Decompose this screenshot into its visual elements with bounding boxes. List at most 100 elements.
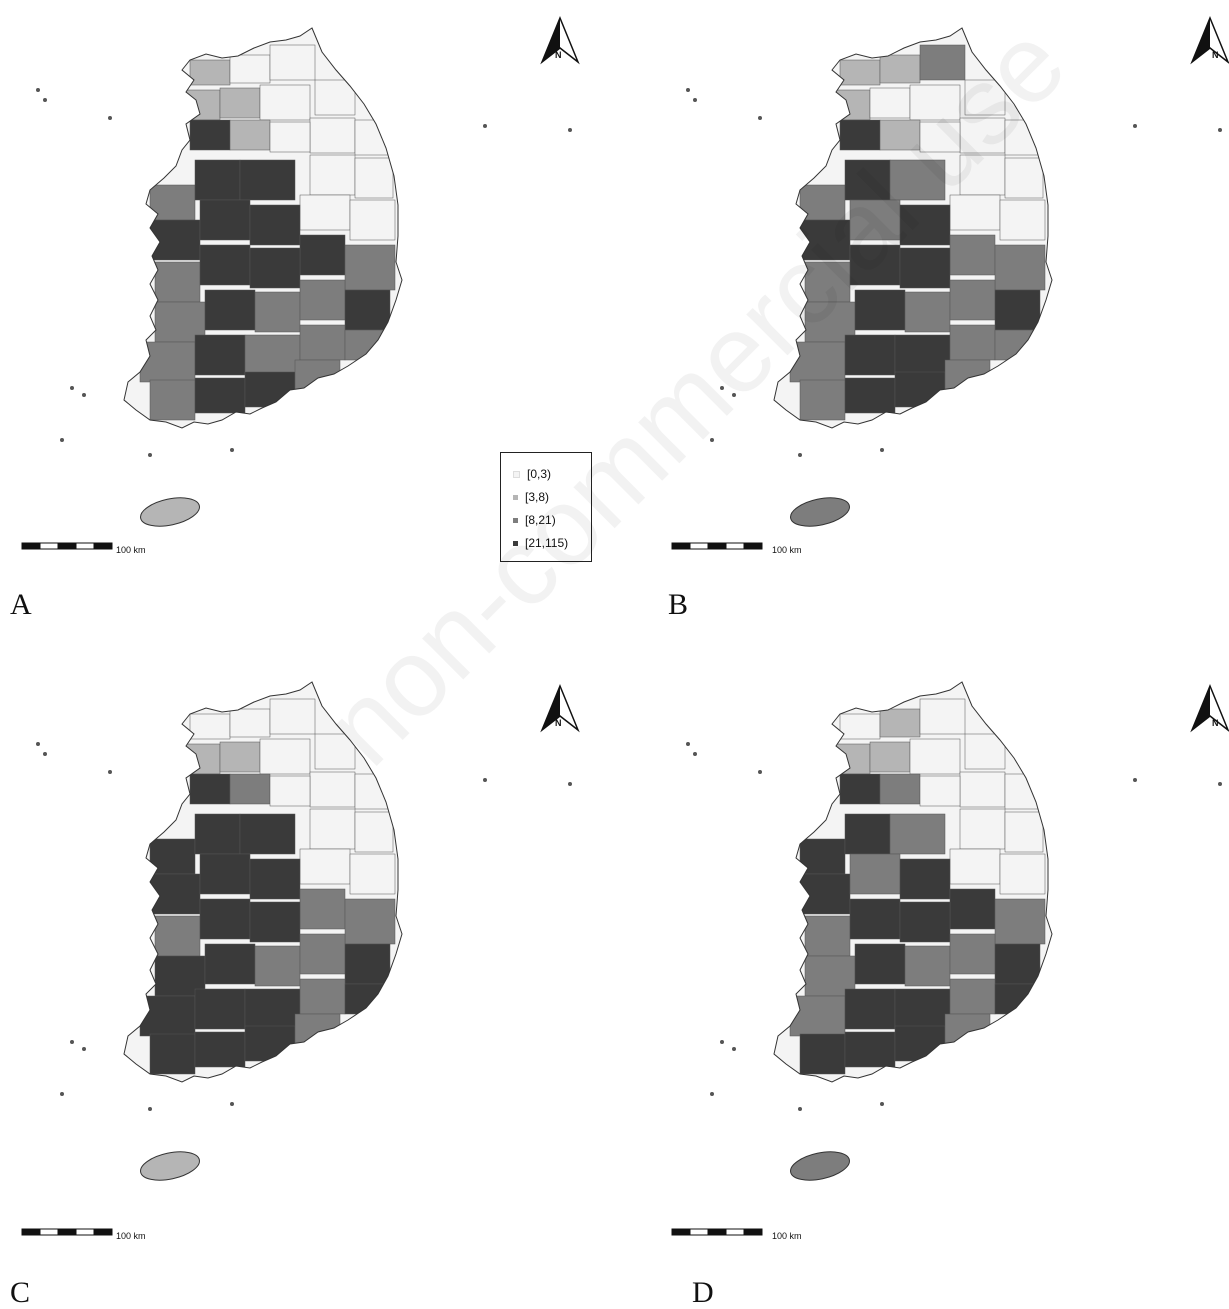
district-region	[919, 44, 966, 81]
district-region	[149, 379, 196, 421]
map-panel-b: 100 km N B	[650, 0, 1229, 655]
district-region	[949, 888, 996, 930]
small-island	[230, 1102, 234, 1106]
district-region	[849, 853, 901, 895]
district-region	[894, 371, 946, 408]
district-region	[309, 117, 356, 154]
small-island	[720, 1040, 724, 1044]
district-region	[844, 159, 891, 201]
small-island	[710, 438, 714, 442]
district-region	[994, 983, 1036, 1015]
north-arrow-fill	[542, 18, 560, 62]
small-island	[732, 1047, 736, 1051]
district-region	[249, 901, 301, 943]
district-region	[839, 59, 881, 86]
district-region	[804, 915, 851, 957]
small-island	[758, 770, 762, 774]
district-region	[879, 119, 921, 151]
district-region	[999, 853, 1046, 895]
district-region	[804, 261, 851, 303]
district-region	[994, 329, 1036, 361]
north-arrow-fill	[1192, 18, 1210, 62]
small-island	[710, 1092, 714, 1096]
district-region	[844, 813, 891, 855]
district-region	[244, 988, 301, 1030]
district-region	[344, 289, 391, 331]
small-island	[1218, 782, 1222, 786]
district-region	[149, 219, 201, 261]
small-island	[568, 782, 572, 786]
small-island	[693, 98, 697, 102]
map-panel-c: 100 km N C	[0, 654, 620, 1309]
district-region	[839, 713, 881, 740]
district-region	[299, 848, 351, 885]
district-region	[869, 87, 911, 119]
district-region	[344, 329, 386, 361]
district-region	[299, 324, 346, 361]
panel-letter-d: D	[692, 1276, 714, 1309]
district-region	[309, 154, 356, 196]
district-region	[239, 813, 296, 855]
district-region	[354, 157, 394, 199]
korea-map-a	[21, 16, 580, 550]
district-region	[959, 808, 1006, 850]
korea-map-c	[21, 681, 580, 1236]
small-island	[230, 448, 234, 452]
scale-label-d: 100 km	[772, 1231, 802, 1241]
scale-bar	[671, 1228, 763, 1236]
district-region	[1004, 773, 1041, 810]
scale-label-a: 100 km	[116, 545, 146, 555]
district-region	[959, 771, 1006, 808]
district-region	[199, 199, 251, 241]
district-region	[269, 44, 316, 81]
district-region	[799, 838, 846, 875]
district-region	[269, 121, 311, 153]
north-label-b: N	[1212, 50, 1219, 60]
district-region	[344, 898, 396, 945]
legend-item: [21,115)	[513, 536, 568, 550]
district-region	[194, 988, 246, 1030]
small-island	[36, 88, 40, 92]
district-region	[149, 184, 196, 221]
small-island	[36, 742, 40, 746]
jeju-island	[140, 1151, 200, 1181]
district-region	[314, 79, 356, 116]
legend-swatch	[513, 470, 520, 478]
district-region	[994, 289, 1041, 331]
district-region	[854, 289, 906, 331]
district-region	[894, 1025, 946, 1062]
small-island	[43, 98, 47, 102]
district-region	[149, 873, 201, 915]
district-region	[154, 261, 201, 303]
district-region	[1004, 157, 1044, 199]
small-island	[108, 116, 112, 120]
district-region	[184, 89, 221, 121]
district-region	[904, 291, 951, 333]
small-island	[148, 1107, 152, 1111]
district-region	[899, 204, 951, 246]
district-region	[299, 234, 346, 276]
district-region	[294, 359, 341, 391]
small-island	[70, 386, 74, 390]
district-region	[869, 741, 911, 773]
district-region	[309, 771, 356, 808]
district-region	[269, 698, 316, 735]
district-region	[1004, 811, 1044, 853]
district-region	[919, 698, 966, 735]
korea-map-b	[671, 16, 1229, 550]
district-region	[189, 59, 231, 86]
district-region	[199, 244, 251, 286]
coastline	[123, 681, 403, 1083]
district-region	[844, 988, 896, 1030]
district-region	[189, 713, 231, 740]
map-panel-d: 100 km N D	[650, 654, 1229, 1309]
district-region	[909, 84, 961, 121]
district-region	[229, 54, 271, 84]
district-region	[834, 743, 871, 775]
legend-label: [8,21)	[525, 513, 556, 527]
district-region	[894, 334, 951, 376]
district-region	[154, 915, 201, 957]
district-region	[1004, 119, 1041, 156]
district-region	[199, 853, 251, 895]
district-region	[994, 943, 1041, 985]
